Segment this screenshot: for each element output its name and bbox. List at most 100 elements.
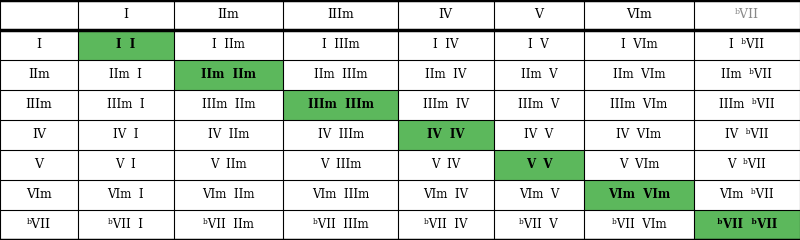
Text: V  I: V I bbox=[115, 158, 136, 172]
Text: ᵇVII: ᵇVII bbox=[735, 8, 759, 22]
Text: IIm  IV: IIm IV bbox=[425, 68, 466, 82]
Text: VIm: VIm bbox=[626, 8, 652, 22]
Bar bbox=[174, 150, 283, 180]
Text: IIIm  I: IIIm I bbox=[107, 98, 145, 112]
Bar bbox=[283, 210, 398, 240]
Text: ᵇVII  I: ᵇVII I bbox=[108, 218, 143, 232]
Text: IIm  IIIm: IIm IIIm bbox=[314, 68, 367, 82]
Bar bbox=[694, 210, 800, 240]
Text: VIm  V: VIm V bbox=[518, 188, 559, 202]
Text: IIm  ᵇVII: IIm ᵇVII bbox=[722, 68, 772, 82]
Bar bbox=[694, 30, 800, 60]
Text: VIm  IIIm: VIm IIIm bbox=[312, 188, 369, 202]
Text: V  ᵇVII: V ᵇVII bbox=[727, 158, 766, 172]
Bar bbox=[494, 90, 584, 120]
Bar bbox=[283, 150, 398, 180]
Text: ᵇVII  IIIm: ᵇVII IIIm bbox=[313, 218, 368, 232]
Bar bbox=[494, 30, 584, 60]
Text: I  IV: I IV bbox=[433, 38, 458, 52]
Text: IIIm  VIm: IIIm VIm bbox=[610, 98, 667, 112]
Bar bbox=[78, 60, 174, 90]
Text: V  IIIm: V IIIm bbox=[320, 158, 362, 172]
Text: IIIm  V: IIIm V bbox=[518, 98, 559, 112]
Bar bbox=[694, 150, 800, 180]
Bar bbox=[584, 210, 694, 240]
Text: ᵇVII  IV: ᵇVII IV bbox=[424, 218, 467, 232]
Text: IV: IV bbox=[32, 128, 46, 142]
Bar bbox=[584, 120, 694, 150]
Bar bbox=[0, 180, 78, 210]
Text: IV  ᵇVII: IV ᵇVII bbox=[725, 128, 769, 142]
Bar bbox=[174, 90, 283, 120]
Bar bbox=[584, 90, 694, 120]
Bar bbox=[398, 30, 494, 60]
Bar bbox=[398, 180, 494, 210]
Bar bbox=[494, 150, 584, 180]
Bar bbox=[398, 60, 494, 90]
Text: IV  IIIm: IV IIIm bbox=[318, 128, 364, 142]
Bar bbox=[398, 90, 494, 120]
Bar bbox=[584, 180, 694, 210]
Text: I: I bbox=[123, 8, 128, 22]
Text: I  IIIm: I IIIm bbox=[322, 38, 359, 52]
Bar bbox=[283, 30, 398, 60]
Bar bbox=[174, 210, 283, 240]
Text: IIm: IIm bbox=[28, 68, 50, 82]
Text: IIm  V: IIm V bbox=[521, 68, 557, 82]
Text: IIm  IIm: IIm IIm bbox=[201, 68, 256, 82]
Text: VIm  IIm: VIm IIm bbox=[202, 188, 255, 202]
Bar bbox=[694, 120, 800, 150]
Bar bbox=[398, 0, 494, 30]
Bar bbox=[283, 180, 398, 210]
Bar bbox=[78, 150, 174, 180]
Bar bbox=[78, 180, 174, 210]
Text: IIm: IIm bbox=[218, 8, 239, 22]
Bar bbox=[0, 90, 78, 120]
Text: I  V: I V bbox=[529, 38, 550, 52]
Bar bbox=[174, 30, 283, 60]
Text: I: I bbox=[36, 38, 42, 52]
Bar bbox=[0, 210, 78, 240]
Text: ᵇVII  V: ᵇVII V bbox=[519, 218, 558, 232]
Bar bbox=[0, 0, 78, 30]
Text: VIm  I: VIm I bbox=[107, 188, 144, 202]
Text: IV  V: IV V bbox=[524, 128, 554, 142]
Bar bbox=[494, 120, 584, 150]
Bar bbox=[78, 210, 174, 240]
Text: ᵇVII  ᵇVII: ᵇVII ᵇVII bbox=[717, 218, 777, 232]
Text: I  ᵇVII: I ᵇVII bbox=[730, 38, 764, 52]
Text: IV  I: IV I bbox=[113, 128, 138, 142]
Bar bbox=[78, 30, 174, 60]
Text: IV  IIm: IV IIm bbox=[208, 128, 250, 142]
Text: ᵇVII  VIm: ᵇVII VIm bbox=[611, 218, 666, 232]
Bar bbox=[584, 60, 694, 90]
Text: VIm  VIm: VIm VIm bbox=[608, 188, 670, 202]
Text: V  IV: V IV bbox=[431, 158, 460, 172]
Text: IV  IV: IV IV bbox=[427, 128, 465, 142]
Bar bbox=[494, 180, 584, 210]
Text: V: V bbox=[534, 8, 543, 22]
Text: IIIm  IV: IIIm IV bbox=[422, 98, 469, 112]
Text: IIIm  ᵇVII: IIIm ᵇVII bbox=[719, 98, 774, 112]
Bar bbox=[283, 0, 398, 30]
Text: I  I: I I bbox=[116, 38, 135, 52]
Text: ᵇVII  IIm: ᵇVII IIm bbox=[203, 218, 254, 232]
Text: IIIm: IIIm bbox=[327, 8, 354, 22]
Bar bbox=[78, 90, 174, 120]
Bar bbox=[398, 120, 494, 150]
Bar bbox=[174, 180, 283, 210]
Text: ᵇVII: ᵇVII bbox=[27, 218, 51, 232]
Bar bbox=[283, 120, 398, 150]
Bar bbox=[694, 60, 800, 90]
Bar bbox=[0, 150, 78, 180]
Bar bbox=[174, 0, 283, 30]
Bar bbox=[398, 150, 494, 180]
Text: IIIm  IIIm: IIIm IIIm bbox=[307, 98, 374, 112]
Text: V  IIm: V IIm bbox=[210, 158, 247, 172]
Bar bbox=[0, 30, 78, 60]
Text: VIm: VIm bbox=[26, 188, 52, 202]
Bar bbox=[584, 150, 694, 180]
Text: V  V: V V bbox=[526, 158, 552, 172]
Bar bbox=[584, 0, 694, 30]
Text: IIm  I: IIm I bbox=[110, 68, 142, 82]
